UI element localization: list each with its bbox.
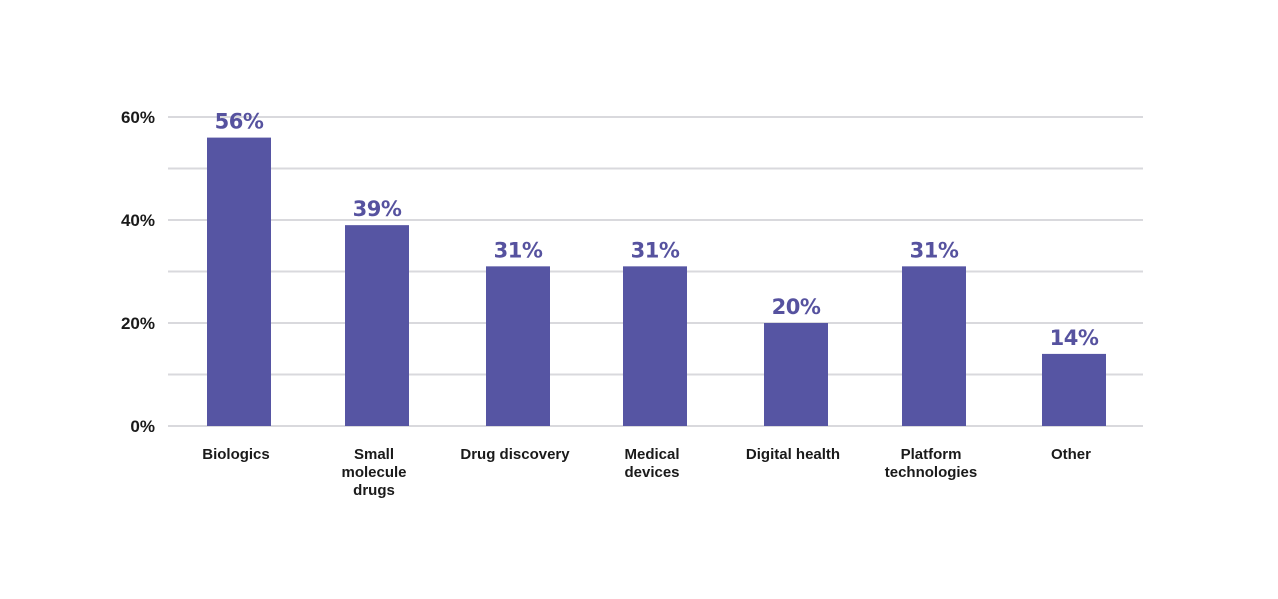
x-tick-label-line: Medical: [624, 446, 679, 463]
y-tick-label: 60%: [121, 108, 155, 127]
bar: [764, 323, 828, 426]
data-label: 31%: [910, 238, 959, 262]
data-label: 56%: [215, 110, 264, 134]
bar: [207, 137, 271, 426]
x-tick-label: Medical devices: [624, 446, 679, 481]
x-axis-tick-labels: Biologics Small molecule drugs Drug discover…: [202, 446, 1091, 499]
x-tick-label: Digital health: [746, 446, 840, 463]
y-tick-label: 20%: [121, 314, 155, 333]
x-tick-label-line: Biologics: [202, 446, 270, 463]
bars: [207, 137, 1106, 426]
data-labels: 56% 39% 31% 31% 20% 31% 14%: [215, 110, 1100, 350]
x-tick-label-line: drugs: [353, 482, 395, 499]
x-tick-label: Platform technologies: [885, 446, 978, 481]
x-tick-label-line: Drug discovery: [460, 446, 570, 463]
x-tick-label-line: technologies: [885, 464, 978, 481]
y-tick-label: 40%: [121, 211, 155, 230]
data-label: 20%: [772, 295, 821, 319]
x-tick-label-line: Platform: [901, 446, 962, 463]
x-tick-label: Small molecule drugs: [341, 446, 406, 499]
x-tick-label-line: molecule: [341, 464, 406, 481]
x-tick-label-line: Digital health: [746, 446, 840, 463]
x-tick-label-line: Other: [1051, 446, 1091, 463]
x-tick-label-line: devices: [624, 464, 679, 481]
x-tick-label: Other: [1051, 446, 1091, 463]
bar: [902, 266, 966, 426]
x-tick-label: Drug discovery: [460, 446, 570, 463]
x-tick-label-line: Small: [354, 446, 394, 463]
data-label: 14%: [1050, 326, 1099, 350]
data-label: 39%: [353, 197, 402, 221]
y-axis-tick-labels: 0% 20% 40% 60%: [121, 108, 155, 436]
bar: [486, 266, 550, 426]
y-tick-label: 0%: [130, 417, 155, 436]
bar: [623, 266, 687, 426]
data-label: 31%: [494, 238, 543, 262]
data-label: 31%: [631, 238, 680, 262]
bar: [345, 225, 409, 426]
x-tick-label: Biologics: [202, 446, 270, 463]
bar: [1042, 353, 1106, 426]
